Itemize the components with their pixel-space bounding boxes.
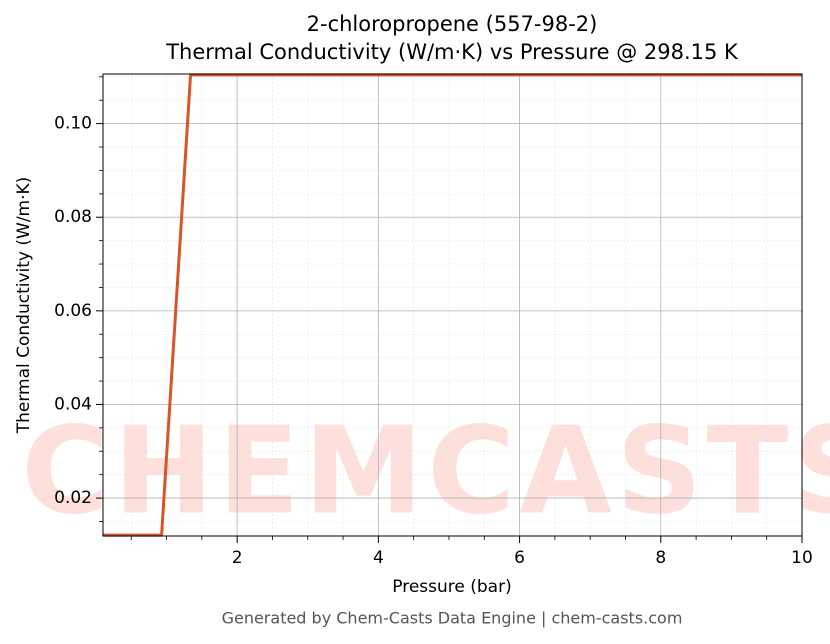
x-tick-label: 6	[514, 548, 525, 568]
data-line	[103, 73, 802, 537]
y-tick-label: 0.06	[54, 301, 92, 321]
chart-subtitle: Thermal Conductivity (W/m·K) vs Pressure…	[165, 40, 739, 64]
y-tick-label: 0.04	[54, 394, 92, 414]
x-tick-label: 4	[373, 548, 384, 568]
x-tick-label: 10	[791, 548, 813, 568]
plot-frame	[102, 73, 803, 537]
y-tick-label: 0.10	[54, 114, 92, 134]
x-axis-label: Pressure (bar)	[392, 577, 511, 597]
y-tick-label: 0.02	[54, 488, 92, 508]
y-axis-label: Thermal Conductivity (W/m·K)	[14, 177, 34, 435]
watermark: CHEMCASTS	[21, 403, 830, 542]
footer: Generated by Chem-Casts Data Engine | ch…	[222, 609, 683, 628]
x-tick-label: 8	[655, 548, 666, 568]
chart-title: 2-chloropropene (557-98-2)	[307, 12, 598, 36]
y-tick-label: 0.08	[54, 207, 92, 227]
x-tick-label: 2	[232, 548, 243, 568]
